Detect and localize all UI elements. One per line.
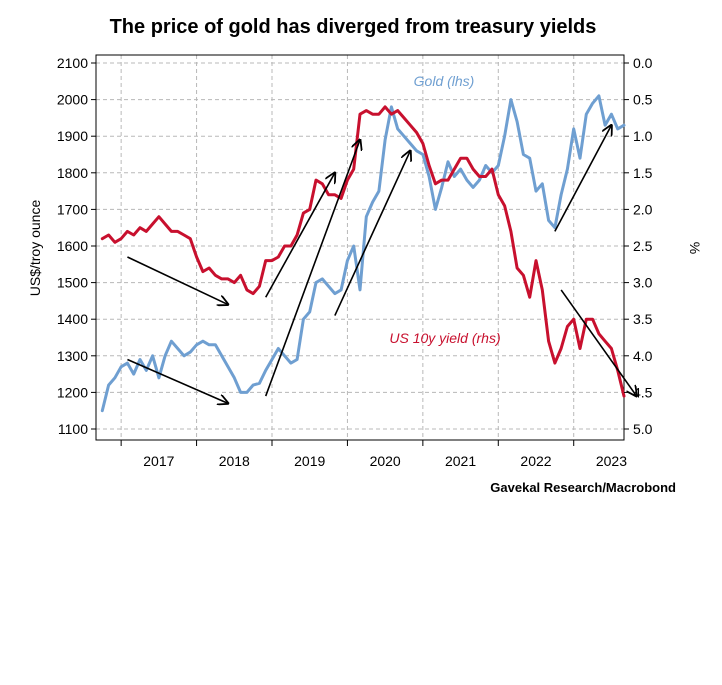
y-right-tick-label: 1.5 bbox=[633, 165, 653, 181]
x-tick-label: 2017 bbox=[143, 453, 174, 469]
x-tick-label: 2018 bbox=[219, 453, 250, 469]
x-tick-label: 2023 bbox=[596, 453, 627, 469]
y-right-tick-label: 0.5 bbox=[633, 92, 653, 108]
x-tick-label: 2020 bbox=[370, 453, 401, 469]
y-left-tick-label: 1400 bbox=[57, 311, 88, 327]
trend-arrow bbox=[264, 140, 360, 397]
source-note: Gavekal Research/Macrobond bbox=[490, 480, 676, 495]
trend-arrow bbox=[560, 289, 636, 396]
x-tick-label: 2019 bbox=[294, 453, 325, 469]
y-left-tick-label: 1600 bbox=[57, 238, 88, 254]
chart-title: The price of gold has diverged from trea… bbox=[110, 16, 597, 38]
y-left-tick-label: 1500 bbox=[57, 275, 88, 291]
y-left-tick-label: 1900 bbox=[57, 128, 88, 144]
y-right-tick-label: 0.0 bbox=[633, 55, 653, 71]
trend-arrow bbox=[127, 256, 228, 305]
y-right-tick-label: 3.5 bbox=[633, 311, 653, 327]
y-right-tick-label: 2.0 bbox=[633, 201, 653, 217]
y-left-tick-label: 1200 bbox=[57, 384, 88, 400]
axis-ticks: 1100 1200 1300 1400 1500 1600 1700 1800 1900 2000… bbox=[57, 55, 653, 469]
trend-arrow bbox=[127, 358, 228, 403]
trend-arrow bbox=[334, 151, 410, 316]
y-right-tick-label: 4.5 bbox=[633, 384, 653, 400]
plot-frame bbox=[95, 54, 625, 441]
y-left-axis-label: US$/troy ounce bbox=[27, 200, 43, 297]
y-left-tick-label: 2100 bbox=[57, 55, 88, 71]
yield-series-label: US 10y yield (rhs) bbox=[389, 330, 500, 346]
trend-arrows bbox=[127, 125, 636, 403]
trend-arrow bbox=[554, 125, 612, 232]
yield-line bbox=[100, 105, 626, 398]
y-right-tick-label: 5.0 bbox=[633, 421, 653, 437]
y-right-tick-label: 3.0 bbox=[633, 275, 653, 291]
y-left-tick-label: 1700 bbox=[57, 201, 88, 217]
y-right-tick-label: 2.5 bbox=[633, 238, 653, 254]
y-left-tick-label: 1800 bbox=[57, 165, 88, 181]
y-left-tick-label: 2000 bbox=[57, 92, 88, 108]
x-tick-label: 2021 bbox=[445, 453, 476, 469]
y-right-axis-label: % bbox=[687, 242, 703, 254]
x-tick-label: 2022 bbox=[520, 453, 551, 469]
y-left-tick-label: 1300 bbox=[57, 348, 88, 364]
y-left-tick-label: 1100 bbox=[58, 421, 88, 437]
gold-series-label: Gold (lhs) bbox=[414, 73, 475, 89]
y-right-tick-label: 4.0 bbox=[633, 348, 653, 364]
trend-arrow bbox=[265, 173, 335, 298]
y-right-tick-label: 1.0 bbox=[633, 128, 653, 144]
